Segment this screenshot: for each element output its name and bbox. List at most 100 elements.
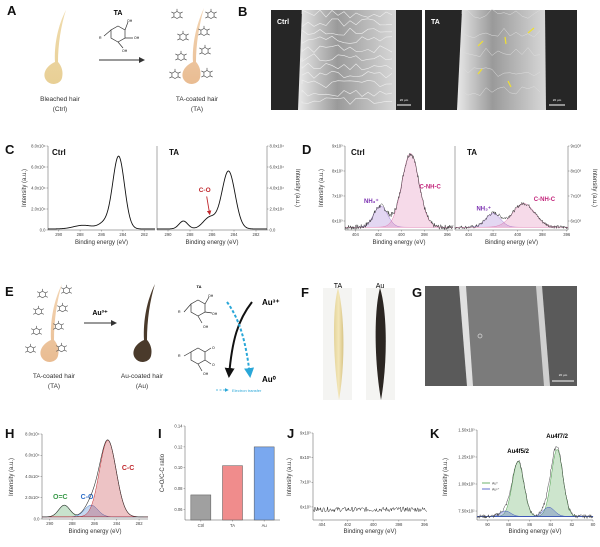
x-tick-label: 398 xyxy=(421,232,429,237)
au3-label: Au³⁺ xyxy=(262,298,280,307)
x-axis-label: Binding energy (eV) xyxy=(68,529,121,535)
panel-label-a: A xyxy=(7,3,17,18)
legend-label: Au³⁺ xyxy=(492,488,499,492)
y-tick-label: 8x10³ xyxy=(332,168,343,173)
cuticle-edge xyxy=(301,27,393,36)
structure-oh3: OH xyxy=(122,49,128,53)
panel-g: 20 µm xyxy=(425,286,577,386)
axis-frame xyxy=(47,146,155,231)
y-tick-label: 1.00x10³ xyxy=(458,481,475,486)
panel-b: Ctrl 20 µm TA 20 µm xyxy=(271,8,577,110)
axis-frame xyxy=(184,426,280,521)
photo-au-hair xyxy=(375,288,386,400)
cuticle-edge xyxy=(301,35,393,44)
x-axis-label: Binding energy (eV) xyxy=(75,240,128,246)
photo-label-au: Au xyxy=(376,283,385,290)
annotation-c-o: C-O xyxy=(199,187,211,194)
axis-frame xyxy=(344,146,453,231)
x-tick-label: 398 xyxy=(395,522,403,527)
y-tick-label: 4.0x10⁴ xyxy=(270,185,285,190)
structure-oh-e4: OH xyxy=(203,372,209,376)
x-tick-label: 286 xyxy=(91,521,99,526)
bleached-hair-illustration xyxy=(44,10,66,84)
spectrum-line xyxy=(157,170,267,230)
structure-oh2: OH xyxy=(134,36,140,40)
ta-hair-caption: TA-coated hair xyxy=(176,96,219,103)
spectrum-line xyxy=(454,201,569,230)
cuticle-edge xyxy=(461,8,541,19)
scale-bar-label-ctrl: 20 µm xyxy=(400,98,409,102)
x-tick-label: 400 xyxy=(514,232,522,237)
peak-label-nh3: NH₃⁺ xyxy=(364,198,379,205)
axis-frame xyxy=(454,146,569,231)
y-tick-label: 1.50x10³ xyxy=(458,427,475,432)
reagent-au3: Au³⁺ xyxy=(92,310,108,317)
x-tick-label: 404 xyxy=(318,522,326,527)
x-tick-label: 282 xyxy=(136,521,144,526)
subplot-ctrl: 6x10³ 7x10³ 8x10³ 9x10³ 404 402 400 398 396 Ctrl B… xyxy=(332,143,454,246)
panel-label-b: B xyxy=(238,4,247,19)
y-tick-label: 9x10³ xyxy=(332,143,343,148)
x-tick-label: 286 xyxy=(98,232,106,237)
x-tick-label: 404 xyxy=(465,232,473,237)
electron-transfer-arrow xyxy=(226,301,255,378)
y-tick-label: 9x10³ xyxy=(300,430,311,435)
x-axis-label: Binding energy (eV) xyxy=(485,240,538,246)
x-tick-label: 282 xyxy=(141,232,149,237)
structure-r: R xyxy=(99,36,102,40)
x-tick-label: 80 xyxy=(591,522,596,527)
panel-a: Bleached hair (Ctrl) TA R OH OH OH TA-co… xyxy=(40,8,219,113)
peak-annotation: Au4f5/2 xyxy=(507,449,529,455)
subplot-title: Ctrl xyxy=(351,148,365,157)
x-tick-label: 396 xyxy=(421,522,429,527)
y-tick-label: 6.0x10⁴ xyxy=(31,164,46,169)
panel-label-d: D xyxy=(302,142,311,157)
x-tick-label: 402 xyxy=(490,232,498,237)
x-tick-label: 282 xyxy=(253,232,261,237)
bleached-hair-caption: Bleached hair xyxy=(40,96,81,103)
y-tick-label: 8.0x10⁴ xyxy=(270,143,285,148)
y-tick-label: 7.50x10² xyxy=(458,508,475,513)
y-tick-label: 2.0x10⁴ xyxy=(270,206,285,211)
panel-label-h: H xyxy=(5,426,14,441)
chart-k: 7.50x10² 1.00x10³ 1.25x10³ 1.50x10³ 90 88 86 84… xyxy=(443,427,596,535)
x-axis-label: Binding energy (eV) xyxy=(508,529,561,535)
y-tick-label: 6x10³ xyxy=(300,504,311,509)
au-hair-caption: Au-coated hair xyxy=(121,373,164,380)
y-tick-label: 9x10³ xyxy=(571,143,582,148)
au-coated-hair-illustration xyxy=(133,284,155,362)
y-axis-label-right: Intensity (a.u.) xyxy=(591,169,597,207)
chart-j: 6x10³ 7x10³ 8x10³ 9x10³ 404 402 400 398 396 Bindi… xyxy=(287,430,429,535)
cuticle-edge xyxy=(301,97,393,105)
y-axis-label: Intensity (a.u.) xyxy=(287,458,293,496)
category-label: TA xyxy=(230,523,235,528)
sem-image-ctrl: Ctrl 20 µm xyxy=(271,9,422,110)
cuticle-edge xyxy=(301,53,393,63)
peak-label: C-O xyxy=(81,494,94,501)
legend-label: Au⁰ xyxy=(492,482,498,486)
subplot-title: TA xyxy=(467,148,477,157)
cuticle-edge xyxy=(301,79,393,88)
charts: 0.0 2.0x10⁴ 4.0x10⁴ 6.0x10⁴ 8.0x10⁴ 290 288 286… xyxy=(9,143,597,535)
x-tick-label: 404 xyxy=(352,232,360,237)
y-tick-label: 8.0x10⁴ xyxy=(25,431,40,436)
x-tick-label: 290 xyxy=(165,232,173,237)
fit-peak-au3 xyxy=(476,506,594,517)
x-tick-label: 396 xyxy=(563,232,571,237)
cuticle-edge xyxy=(301,89,393,97)
subplot-ta: 6x10³ 7x10³ 8x10³ 9x10³ 404 402 400 398 396 TA Bin… xyxy=(454,143,582,246)
y-axis-label: C=O/C-C ratio xyxy=(160,453,166,492)
x-tick-label: 284 xyxy=(231,232,239,237)
panel-label-c: C xyxy=(5,142,15,157)
structure-o-e1: O xyxy=(212,346,215,350)
panel-e: TA-coated hair (TA) Au³⁺ Au-coated hair … xyxy=(24,284,280,393)
y-tick-label: 2.0x10⁴ xyxy=(25,495,40,500)
chart-h: 0.0 2.0x10⁴ 4.0x10⁴ 6.0x10⁴ 8.0x10⁴ 290 288 286… xyxy=(9,431,149,535)
y-tick-label: 7x10³ xyxy=(332,193,343,198)
structure-o-e2: O xyxy=(212,363,215,367)
au-reduction-arrow xyxy=(224,301,253,378)
panel-label-g: G xyxy=(412,285,422,300)
axis-frame xyxy=(312,433,427,521)
peak-annotation: Au4f7/2 xyxy=(546,434,568,440)
